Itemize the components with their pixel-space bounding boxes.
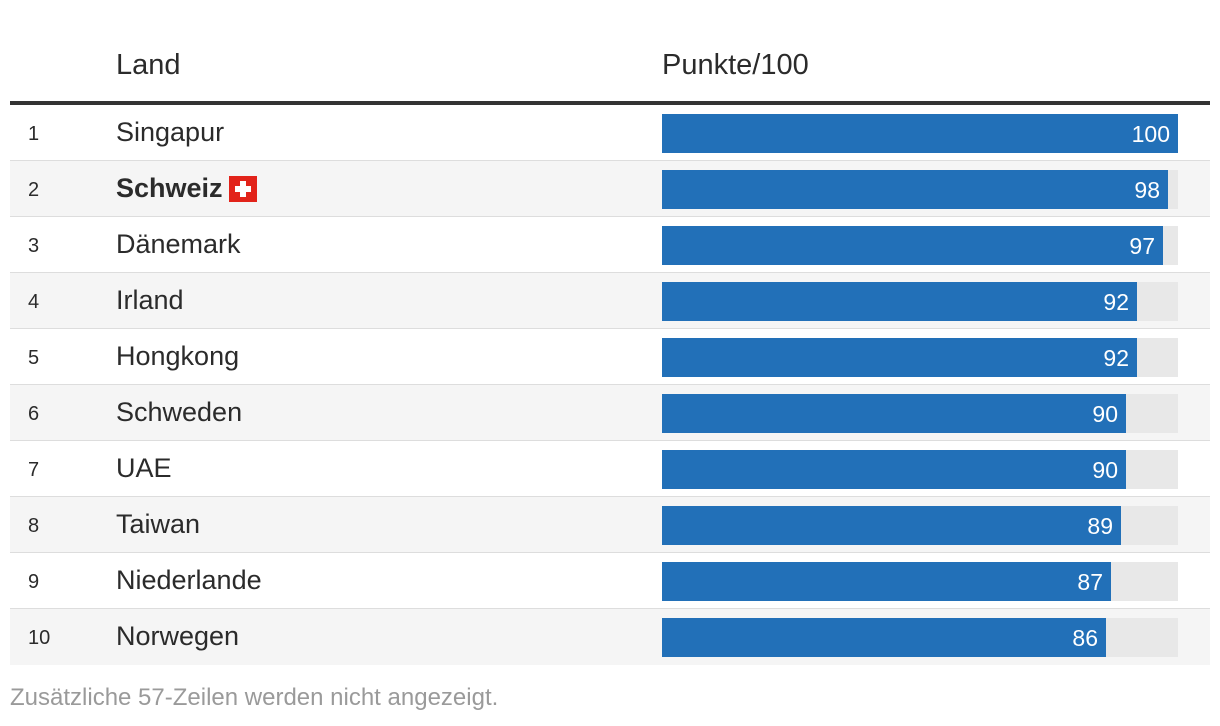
bar: 100 [662,114,1178,153]
rank-label: 5 [28,347,40,369]
country-name: Hongkong [116,341,240,371]
country-cell: Irland [116,285,184,316]
bar-track: 90 [662,450,1178,489]
table-row: 3 Dänemark 97 [10,217,1210,273]
country-name: Irland [116,285,184,315]
rank-label: 8 [28,515,40,537]
bar-track: 86 [662,618,1178,657]
country-cell: UAE [116,453,172,484]
bar-value-label: 97 [1129,233,1155,259]
table-header: Land Punkte/100 [10,0,1210,105]
rank-label: 3 [28,235,40,257]
bar-track: 90 [662,394,1178,433]
country-name: Taiwan [116,509,201,539]
bar-track: 98 [662,170,1178,209]
bar-value-label: 86 [1072,625,1098,651]
country-cell: Hongkong [116,341,239,372]
country-name: Schweiz [116,173,223,203]
table-row: 6 Schweden 90 [10,385,1210,441]
bar: 92 [662,282,1137,321]
bar: 92 [662,338,1137,377]
country-cell: Taiwan [116,509,200,540]
bar: 89 [662,506,1121,545]
bar: 97 [662,226,1163,265]
country-cell: Dänemark [116,229,241,260]
bar: 98 [662,170,1168,209]
bar: 90 [662,450,1126,489]
swiss-flag-icon [228,175,257,202]
rank-label: 6 [28,403,40,425]
country-name: Singapur [116,117,225,147]
table-row: 1 Singapur 100 [10,105,1210,161]
bar-value-label: 98 [1134,177,1160,203]
table-row: 10 Norwegen 86 [10,609,1210,665]
rank-label: 7 [28,459,40,481]
footnote: Zusätzliche 57-Zeilen werden nicht angez… [10,684,499,711]
country-cell: Norwegen [116,621,239,652]
bar-track: 92 [662,338,1178,377]
bar-value-label: 92 [1103,289,1129,315]
bar-value-label: 89 [1087,513,1113,539]
country-cell: Singapur [116,117,224,148]
bar: 90 [662,394,1126,433]
bar: 86 [662,618,1106,657]
country-cell: Schweden [116,397,242,428]
rank-label: 9 [28,571,40,593]
bar-track: 100 [662,114,1178,153]
ranking-table: Land Punkte/100 1 Singapur 100 2 Schweiz 98 3 D… [10,0,1210,665]
country-name: Niederlande [116,565,262,595]
table-row: 7 UAE 90 [10,441,1210,497]
bar-value-label: 90 [1092,401,1118,427]
bar-value-label: 90 [1092,457,1118,483]
bar: 87 [662,562,1111,601]
rank-label: 2 [28,179,40,201]
country-name: Dänemark [116,229,241,259]
bar-track: 87 [662,562,1178,601]
table-row: 8 Taiwan 89 [10,497,1210,553]
bar-track: 92 [662,282,1178,321]
rank-label: 10 [28,627,51,649]
column-header-land: Land [116,49,181,81]
bar-value-label: 100 [1131,121,1170,147]
rank-label: 4 [28,291,40,313]
bar-track: 97 [662,226,1178,265]
country-name: UAE [116,453,172,483]
bar-value-label: 92 [1103,345,1129,371]
country-name: Norwegen [116,621,240,651]
bar-value-label: 87 [1077,569,1103,595]
table-row: 2 Schweiz 98 [10,161,1210,217]
column-header-punkte: Punkte/100 [662,49,809,81]
table-body: 1 Singapur 100 2 Schweiz 98 3 Dänemark 97 4 Irland… [10,105,1210,665]
country-cell: Niederlande [116,565,262,596]
table-row: 9 Niederlande 87 [10,553,1210,609]
table-row: 5 Hongkong 92 [10,329,1210,385]
bar-track: 89 [662,506,1178,545]
rank-label: 1 [28,123,40,145]
table-row: 4 Irland 92 [10,273,1210,329]
country-name: Schweden [116,397,243,427]
country-cell: Schweiz [116,173,257,204]
